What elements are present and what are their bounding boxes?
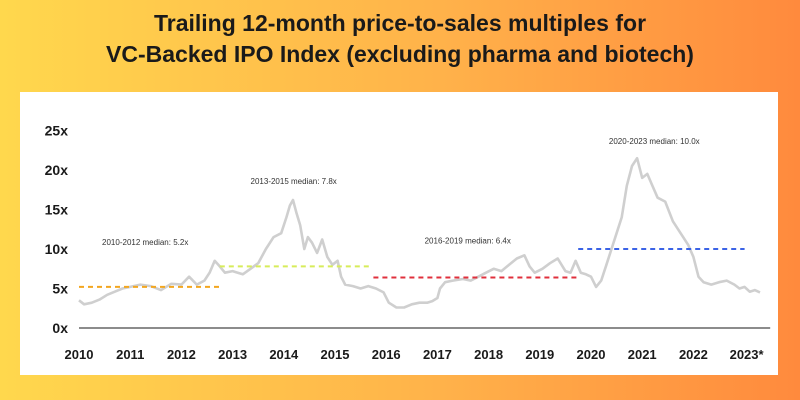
x-tick-label: 2013 <box>218 347 247 362</box>
x-tick-label: 2017 <box>423 347 452 362</box>
y-tick-label: 15x <box>45 202 69 218</box>
x-tick-label: 2018 <box>474 347 503 362</box>
y-tick-label: 25x <box>45 123 69 139</box>
median-annotation: 2010-2012 median: 5.2x <box>102 238 188 247</box>
x-tick-label: 2011 <box>116 347 144 362</box>
x-tick-label: 2021 <box>628 347 657 362</box>
y-tick-label: 5x <box>52 281 68 297</box>
y-tick-label: 0x <box>52 320 68 336</box>
x-tick-label: 2019 <box>525 347 554 362</box>
y-tick-label: 20x <box>45 162 69 178</box>
x-tick-label: 2023* <box>730 347 765 362</box>
x-tick-label: 2010 <box>65 347 94 362</box>
median-annotation: 2013-2015 median: 7.8x <box>251 177 337 186</box>
x-tick-label: 2012 <box>167 347 196 362</box>
chart-card: 0x 5x 10x 15x 20x 25x 2010 2011 2012 2013 2014 2015… <box>20 92 778 375</box>
price-to-sales-chart: 0x 5x 10x 15x 20x 25x 2010 2011 2012 2013 2014 2015… <box>45 123 771 362</box>
title-line-2: VC-Backed IPO Index (excluding pharma an… <box>106 41 694 67</box>
x-tick-label: 2014 <box>269 347 299 362</box>
median-annotation: 2016-2019 median: 6.4x <box>425 236 511 245</box>
x-tick-label: 2016 <box>372 347 401 362</box>
series-line <box>78 156 761 309</box>
x-tick-label: 2022 <box>679 347 708 362</box>
median-annotation: 2020-2023 median: 10.0x <box>609 137 700 146</box>
x-tick-label: 2020 <box>577 347 606 362</box>
y-tick-label: 10x <box>45 241 69 257</box>
chart-title: Trailing 12-month price-to-sales multipl… <box>0 8 800 70</box>
x-tick-label: 2015 <box>321 347 350 362</box>
title-line-1: Trailing 12-month price-to-sales multipl… <box>153 10 647 36</box>
